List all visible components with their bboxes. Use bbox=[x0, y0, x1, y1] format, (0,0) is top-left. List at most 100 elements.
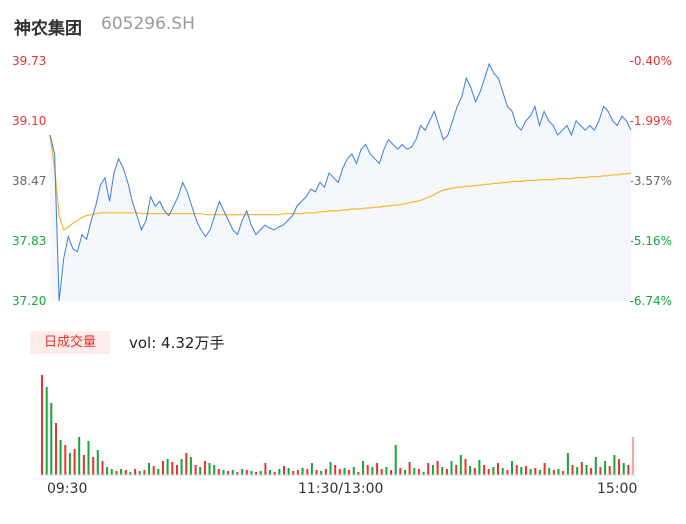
volume-bar bbox=[413, 468, 416, 475]
volume-bar bbox=[585, 465, 588, 475]
volume-bar bbox=[618, 459, 620, 475]
volume-bar bbox=[552, 470, 555, 475]
volume-bar bbox=[87, 441, 90, 475]
volume-bar bbox=[73, 449, 76, 475]
volume-bar bbox=[492, 467, 495, 475]
volume-bar bbox=[250, 471, 253, 475]
volume-bar bbox=[562, 471, 565, 475]
volume-bar bbox=[520, 467, 523, 475]
volume-bar bbox=[301, 468, 304, 475]
volume-bar bbox=[269, 470, 271, 475]
y-tick-left: 37.83 bbox=[12, 234, 47, 248]
volume-bar bbox=[343, 468, 346, 475]
volume-bar bbox=[296, 470, 299, 475]
volume-bar bbox=[599, 467, 602, 475]
volume-bar bbox=[627, 465, 630, 475]
volume-bar bbox=[385, 467, 388, 475]
x-tick-open: 09:30 bbox=[47, 481, 88, 497]
volume-bar bbox=[506, 470, 509, 475]
volume-bars bbox=[41, 375, 634, 475]
volume-bar bbox=[576, 467, 579, 475]
volume-bar bbox=[55, 423, 57, 475]
volume-bar bbox=[171, 462, 174, 475]
volume-bar bbox=[399, 468, 402, 475]
volume-bar bbox=[64, 445, 67, 475]
volume-bar bbox=[287, 468, 290, 475]
volume-bar bbox=[134, 469, 137, 475]
volume-bar bbox=[329, 462, 332, 475]
volume-bar bbox=[59, 440, 62, 475]
y-tick-left: 39.73 bbox=[12, 54, 47, 68]
volume-bar bbox=[436, 461, 439, 475]
stock-name: 神农集团 bbox=[14, 19, 82, 39]
volume-bar bbox=[441, 467, 444, 475]
volume-bar bbox=[534, 468, 537, 475]
volume-bar bbox=[445, 469, 448, 475]
volume-bar bbox=[110, 469, 113, 475]
volume-bar bbox=[408, 462, 411, 475]
y-tick-left: 39.10 bbox=[12, 114, 47, 128]
volume-bar bbox=[208, 463, 211, 475]
volume-bar bbox=[478, 460, 481, 475]
volume-bar bbox=[185, 453, 188, 475]
volume-bar bbox=[580, 462, 583, 475]
volume-bar bbox=[529, 469, 532, 475]
volume-bar bbox=[473, 468, 476, 475]
volume-bar bbox=[162, 461, 164, 475]
y-tick-right: -0.40% bbox=[629, 54, 672, 68]
volume-bar bbox=[497, 463, 499, 475]
volume-bar bbox=[96, 450, 99, 475]
y-tick-right: -1.99% bbox=[629, 114, 672, 128]
volume-bar bbox=[604, 461, 607, 475]
volume-bar bbox=[157, 469, 160, 475]
volume-bar bbox=[222, 470, 225, 475]
volume-bar bbox=[115, 471, 118, 475]
volume-bar bbox=[101, 461, 104, 475]
volume-bar bbox=[138, 471, 141, 475]
price-area bbox=[50, 63, 631, 301]
volume-bar bbox=[338, 469, 341, 475]
volume-bar bbox=[236, 472, 239, 475]
volume-bar bbox=[166, 459, 169, 475]
volume-bar bbox=[464, 459, 467, 475]
price-line bbox=[49, 62, 632, 302]
volume-bar bbox=[390, 470, 392, 475]
volume-bar bbox=[315, 470, 318, 475]
volume-bar bbox=[632, 437, 634, 475]
volume-bar bbox=[543, 463, 546, 475]
volume-bar bbox=[148, 463, 150, 475]
volume-bar bbox=[487, 469, 490, 475]
volume-bar bbox=[422, 472, 425, 475]
volume-bar bbox=[380, 469, 383, 475]
y-tick-left: 38.47 bbox=[12, 174, 47, 188]
volume-bar bbox=[124, 470, 127, 475]
y-tick-right: -5.16% bbox=[629, 234, 672, 248]
volume-bar bbox=[431, 465, 434, 475]
volume-tab[interactable]: 日成交量 bbox=[30, 331, 110, 354]
volume-bar bbox=[334, 465, 337, 475]
volume-bar bbox=[450, 461, 453, 475]
volume-bar bbox=[259, 471, 262, 475]
volume-bar bbox=[404, 470, 406, 475]
volume-bar bbox=[82, 455, 85, 475]
volume-bar bbox=[283, 466, 285, 475]
volume-bar bbox=[292, 471, 295, 475]
y-tick-left: 37.20 bbox=[12, 294, 47, 308]
average-price-line bbox=[49, 134, 632, 231]
volume-bar bbox=[594, 457, 597, 475]
volume-bar bbox=[362, 461, 365, 475]
volume-bar bbox=[50, 403, 53, 475]
volume-bar bbox=[45, 387, 48, 475]
stock-code: 605296.SH bbox=[101, 14, 195, 34]
volume-bar bbox=[180, 459, 183, 475]
volume-bar bbox=[306, 469, 309, 475]
volume-bar bbox=[455, 465, 458, 475]
y-tick-right: -3.57% bbox=[629, 174, 672, 188]
volume-bar bbox=[590, 468, 593, 475]
volume-bar bbox=[213, 465, 216, 475]
volume-bar bbox=[264, 463, 267, 475]
volume-bar bbox=[68, 453, 71, 475]
volume-bar bbox=[538, 470, 541, 475]
volume-bar bbox=[245, 470, 248, 475]
volume-bar bbox=[231, 470, 234, 475]
